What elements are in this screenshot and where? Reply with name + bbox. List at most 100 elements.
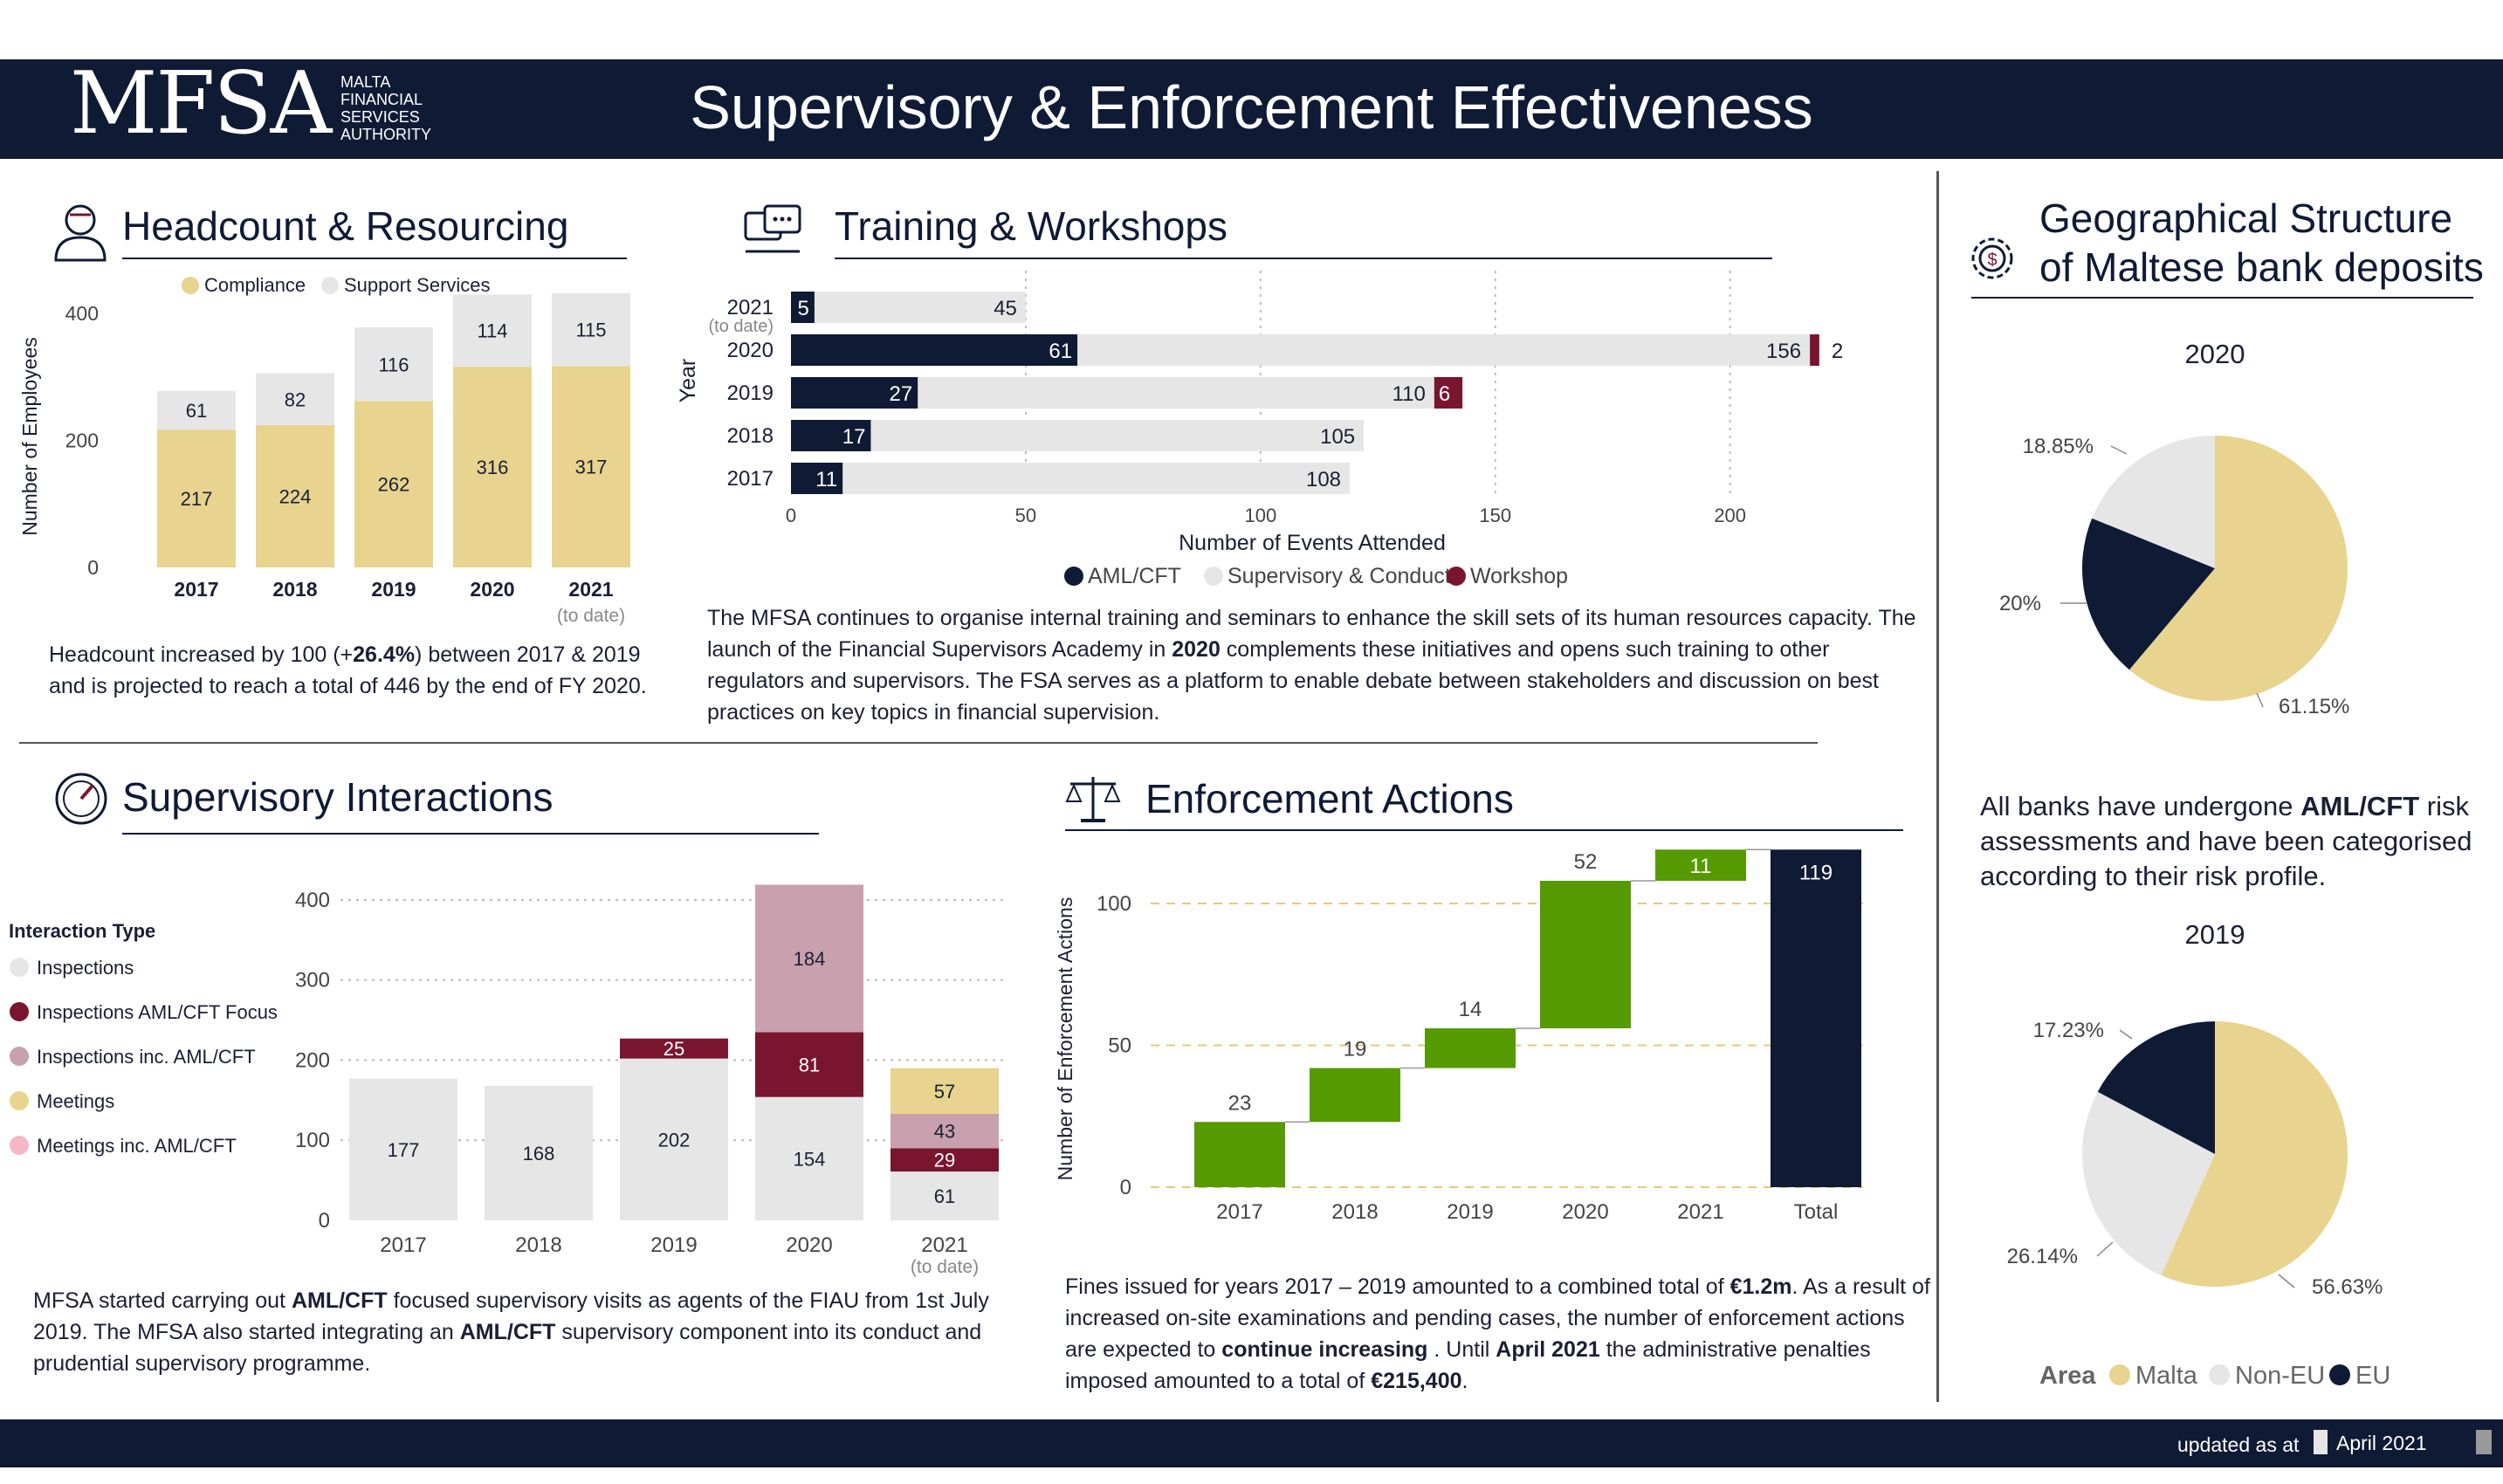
x-tick-label: 2017: [174, 578, 218, 601]
leader-line: [2256, 692, 2264, 708]
x-tick-label: 0: [786, 505, 796, 526]
bar-segment: [890, 1171, 999, 1220]
y-tick-label: 2020: [727, 339, 774, 362]
y-tick-label: 300: [295, 969, 330, 993]
bar-segment: [755, 884, 863, 1033]
bar-segment: [755, 1032, 863, 1097]
bar-segment: [1425, 1028, 1516, 1068]
legend-dot: [2109, 1364, 2130, 1385]
bar-amlcft: [791, 420, 871, 451]
y-tick-label: 0: [319, 1209, 330, 1233]
legend-dot: [10, 1047, 29, 1066]
legend-label: EU: [2355, 1362, 2390, 1390]
interactions-text: MFSA started carrying out AML/CFT focuse…: [33, 1288, 989, 1376]
leader-line: [2119, 1029, 2133, 1040]
bar-segment: [552, 366, 630, 567]
x-tick-label: 2021: [921, 1233, 967, 1257]
data-label: 11: [815, 468, 837, 491]
gear-dollar-icon: $: [1971, 237, 2013, 279]
data-label: 14: [1459, 998, 1482, 1021]
data-label: 262: [378, 474, 410, 496]
footer-bar: [0, 1419, 2503, 1467]
x-tick-label: 2018: [515, 1233, 561, 1257]
y-tick-label: 0: [87, 556, 99, 579]
pie-slice: [2097, 1021, 2215, 1154]
title-underline: [122, 258, 627, 259]
data-label: 116: [378, 354, 409, 375]
x-tick-label: 2019: [371, 578, 416, 601]
y-tick-label: 100: [1097, 892, 1131, 916]
section-title-training: Training & Workshops: [835, 203, 1227, 249]
data-label: 5: [798, 297, 809, 320]
bar-segment: [157, 429, 236, 567]
data-label: 27: [890, 382, 913, 406]
legend-dot: [1447, 567, 1466, 586]
data-label: 154: [794, 1148, 826, 1170]
legend-dot: [2209, 1364, 2230, 1385]
scroll-handle[interactable]: [2476, 1430, 2492, 1454]
legend-label: Malta: [2135, 1362, 2198, 1390]
legend-label: Support Services: [344, 274, 491, 296]
date-picker-handle[interactable]: [2314, 1430, 2328, 1454]
y-tick-label: 200: [65, 429, 99, 452]
bar-segment: [453, 294, 532, 368]
bar-segment: [890, 1113, 999, 1149]
data-label: 316: [477, 457, 509, 478]
bar-segment: [755, 1096, 863, 1220]
legend-label: Non-EU: [2235, 1362, 2325, 1390]
x-tick-label: 2017: [380, 1233, 426, 1257]
headcount-chart: Compliance Support Services 0 200 400 Number …: [18, 274, 630, 626]
page-title: Supervisory & Enforcement Effectiveness: [690, 73, 1813, 141]
pie-slice: [2082, 518, 2215, 670]
y-tick-label: 400: [65, 302, 99, 325]
enforcement-chart: 0 50 100 Number of Enforcement Actions 23 201…: [1054, 848, 1863, 1224]
bar-workshop: [1434, 377, 1463, 409]
geo-text: All banks have undergone AML/CFT risk as…: [1980, 791, 2472, 891]
training-chart: 0 50 100 150 200 Number of Events Attended Yea…: [676, 271, 1843, 588]
bar-segment: [349, 1078, 457, 1220]
title-underline: [1065, 829, 1903, 831]
data-label: 17: [842, 425, 866, 449]
section-title-geo: Geographical Structure of Maltese bank d…: [2039, 196, 2484, 290]
updated-value[interactable]: April 2021: [2336, 1432, 2427, 1454]
data-label: 110: [1392, 382, 1426, 406]
logo-sub-line: MALTA: [340, 73, 391, 91]
data-label: 23: [1228, 1091, 1252, 1115]
x-tick-note: (to date): [557, 606, 625, 626]
leader-line: [2096, 1241, 2114, 1257]
row-divider: [19, 742, 1818, 744]
x-tick-label: 2019: [650, 1233, 697, 1257]
bar-segment: [1194, 1122, 1285, 1187]
legend-label: Inspections: [37, 957, 134, 979]
x-tick-label: 100: [1244, 505, 1276, 526]
bar-segment: [1310, 1068, 1400, 1123]
x-tick-note: (to date): [911, 1257, 979, 1277]
section-title-interactions: Supervisory Interactions: [122, 774, 554, 820]
slice-label: 20%: [1999, 592, 2041, 615]
legend-dot: [10, 958, 29, 977]
data-label: 184: [794, 948, 826, 970]
bar-segment: [256, 425, 334, 567]
logo-sub-line: AUTHORITY: [340, 126, 432, 143]
x-tick-label: 150: [1479, 505, 1511, 526]
y-tick-label: 2019: [727, 381, 774, 405]
bar-segment: [157, 390, 236, 430]
x-tick-label: 2020: [470, 578, 514, 601]
legend-title: Interaction Type: [9, 920, 155, 942]
title-underline: [1971, 297, 2473, 299]
logo-sub-line: FINANCIAL: [340, 91, 423, 108]
data-label: 114: [477, 320, 507, 342]
training-text: The MFSA continues to organise internal …: [707, 606, 1916, 725]
data-label: 61: [1049, 340, 1072, 363]
x-tick-label: Total: [1794, 1200, 1839, 1224]
data-label: 105: [1320, 425, 1355, 449]
bar-segment: [890, 1068, 999, 1114]
x-tick-label: 200: [1714, 505, 1746, 526]
data-label: 6: [1439, 382, 1450, 406]
data-label: 52: [1574, 850, 1598, 874]
title-underline: [122, 833, 819, 835]
slice-label: 56.63%: [2312, 1275, 2383, 1299]
bar-segment: [620, 1058, 728, 1220]
gauge-icon: [55, 773, 107, 825]
y-tick-label: 2018: [727, 424, 774, 448]
